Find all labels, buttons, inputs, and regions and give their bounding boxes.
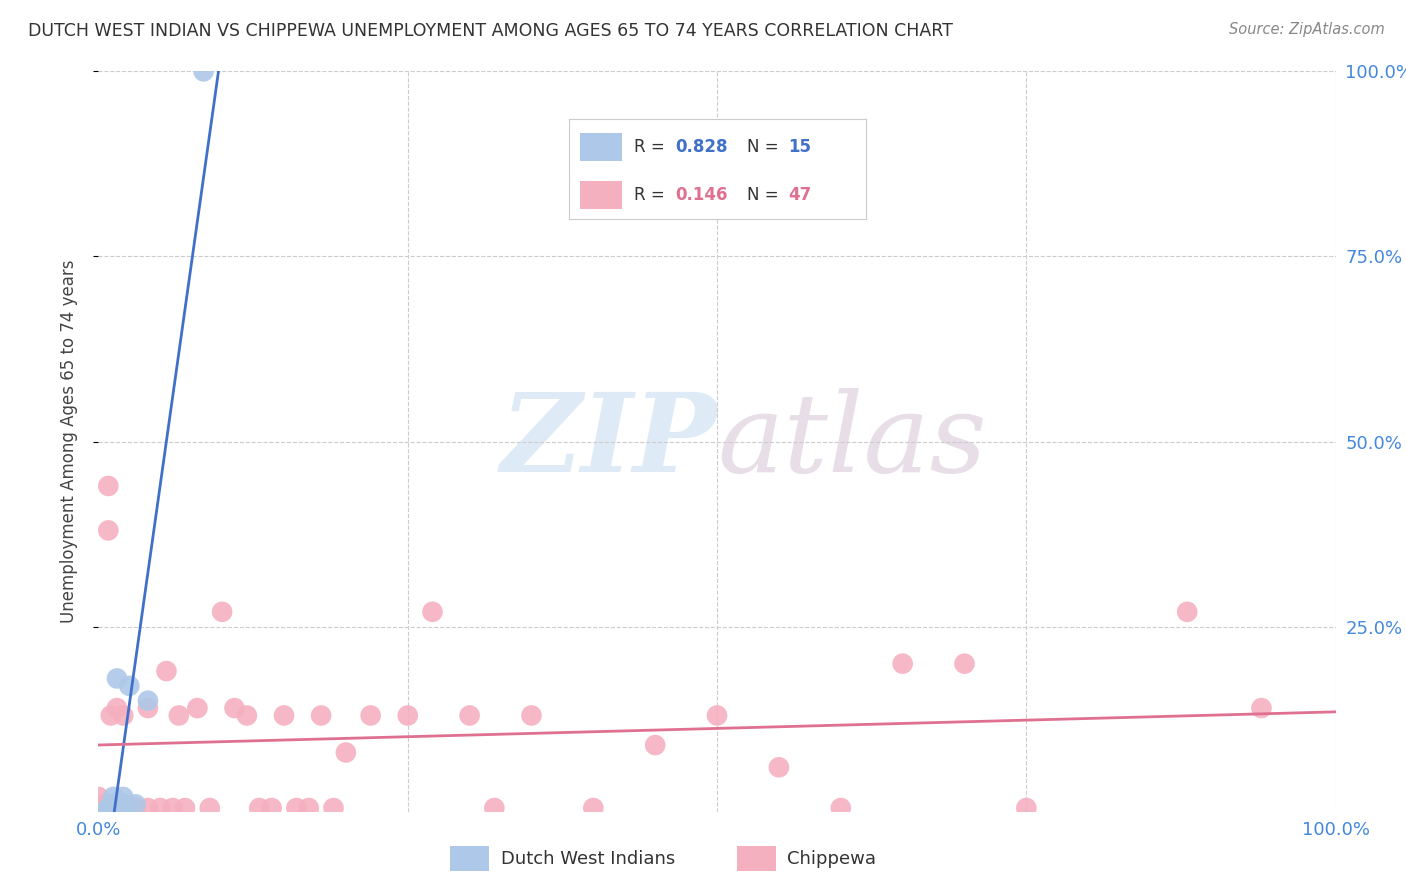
FancyBboxPatch shape [581,181,621,210]
Point [136,701,159,715]
Point [1015,801,1038,815]
Point [103,797,125,812]
Point [260,801,283,815]
Point [273,708,295,723]
Point [186,701,208,715]
Point [167,708,190,723]
Point [298,801,321,815]
Text: 15: 15 [789,138,811,156]
Point [236,708,259,723]
Point [706,708,728,723]
Point [105,672,128,686]
Point [149,801,172,815]
Point [644,738,666,752]
Text: N =: N = [747,138,783,156]
Point [224,701,246,715]
Point [953,657,976,671]
Point [112,801,135,815]
Point [335,746,357,760]
Point [105,801,128,815]
Text: Source: ZipAtlas.com: Source: ZipAtlas.com [1229,22,1385,37]
Text: Dutch West Indians: Dutch West Indians [501,849,675,868]
Point [891,657,914,671]
Text: R =: R = [634,186,669,204]
Point [830,801,852,815]
Point [118,679,141,693]
Point [103,789,125,804]
Point [360,708,382,723]
Point [193,64,215,78]
Point [768,760,790,774]
Text: 0.146: 0.146 [675,186,728,204]
Text: R =: R = [634,138,669,156]
Point [112,789,135,804]
Point [1250,701,1272,715]
Point [211,605,233,619]
Point [322,801,344,815]
Point [118,801,141,815]
Point [1175,605,1198,619]
Point [396,708,419,723]
Text: DUTCH WEST INDIAN VS CHIPPEWA UNEMPLOYMENT AMONG AGES 65 TO 74 YEARS CORRELATION: DUTCH WEST INDIAN VS CHIPPEWA UNEMPLOYME… [28,22,953,40]
Point [112,708,135,723]
Text: N =: N = [747,186,783,204]
Point [87,789,110,804]
Point [97,479,120,493]
Point [136,694,159,708]
Point [108,801,131,815]
Point [136,801,159,815]
Text: ZIP: ZIP [501,388,717,495]
Point [100,797,122,812]
Point [155,664,177,678]
Point [198,801,221,815]
Text: atlas: atlas [717,388,987,495]
Point [458,708,481,723]
Text: Chippewa: Chippewa [787,849,876,868]
Point [285,801,308,815]
Point [100,708,122,723]
FancyBboxPatch shape [737,847,776,871]
Point [520,708,543,723]
Point [97,524,120,538]
Text: 0.828: 0.828 [675,138,728,156]
Point [114,797,136,812]
Point [309,708,332,723]
Point [247,801,270,815]
Point [100,801,122,815]
Point [93,797,115,812]
FancyBboxPatch shape [450,847,489,871]
Point [105,701,128,715]
Point [103,801,125,815]
Point [97,801,120,815]
Point [582,801,605,815]
Point [422,605,444,619]
Point [174,801,197,815]
Point [484,801,506,815]
Point [124,801,146,815]
Text: 47: 47 [789,186,811,204]
Y-axis label: Unemployment Among Ages 65 to 74 years: Unemployment Among Ages 65 to 74 years [59,260,77,624]
Point [93,805,115,819]
FancyBboxPatch shape [581,134,621,161]
Point [124,797,146,812]
Point [162,801,184,815]
